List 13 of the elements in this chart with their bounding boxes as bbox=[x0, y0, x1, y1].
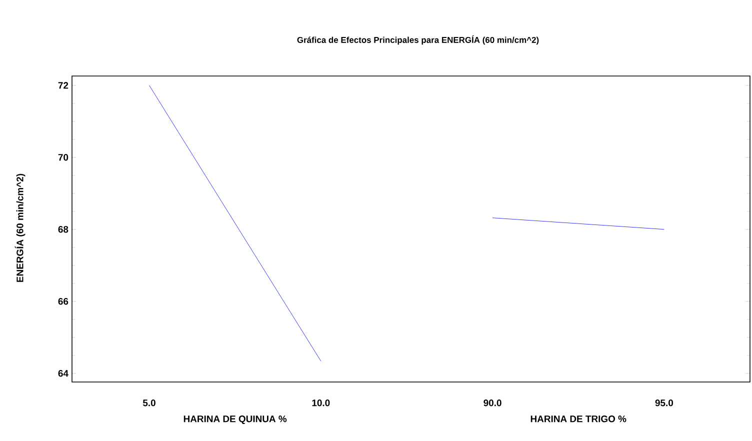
x-tick-label: 95.0 bbox=[655, 400, 674, 406]
y-axis-title: ENERGÍA (60 min/cm^2) bbox=[14, 174, 26, 282]
x-tick-label: 10.0 bbox=[312, 400, 330, 406]
x-tick-label: 5.0 bbox=[142, 400, 156, 406]
y-tick-label: 66 bbox=[58, 298, 68, 305]
text: HARINA DE TRIGO % bbox=[530, 416, 626, 422]
x-tick-label: 90.0 bbox=[484, 400, 502, 406]
y-tick-label: 64 bbox=[58, 370, 68, 377]
text: HARINA DE QUINUA % bbox=[184, 416, 287, 424]
y-tick-label: 70 bbox=[58, 154, 68, 161]
chart-title: Gráfica de Efectos Principales para ENERGÍA (60 min/cm^2) bbox=[297, 35, 539, 45]
y-tick-label: 72 bbox=[58, 82, 68, 89]
y-tick-label: 68 bbox=[58, 226, 68, 233]
